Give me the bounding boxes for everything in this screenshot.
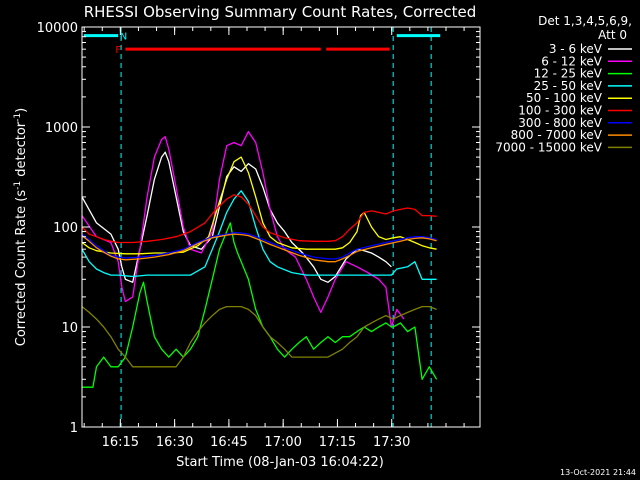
x-tick-label-3: 17:00: [264, 435, 301, 450]
legend-label-1: 6 - 12 keV: [541, 54, 603, 68]
y-axis-label-exp1: -1: [13, 181, 23, 190]
x-tick-label-1: 16:30: [156, 435, 193, 450]
plot-area: NF: [82, 27, 441, 427]
x-axis-label: Start Time (08-Jan-03 16:04:22): [176, 455, 384, 470]
legend-label-8: 7000 - 15000 keV: [495, 140, 602, 154]
y-tick-label-0: 1: [70, 421, 78, 436]
y-axis-label-mid: detector: [14, 121, 29, 181]
legend-label-6: 300 - 800 keV: [518, 116, 602, 130]
y-axis-label-end: ): [14, 108, 29, 113]
legend-header-line1: Det 1,3,4,5,6,9,: [538, 14, 632, 28]
legend-label-4: 50 - 100 keV: [526, 91, 603, 105]
series-line-3: [82, 190, 437, 280]
x-axis: 16:15 16:30 16:45 17:00 17:15 17:30: [83, 27, 465, 450]
y-axis-label: Corrected Count Rate (s-1 detector-1): [13, 108, 29, 346]
series-line-8: [82, 305, 437, 368]
series-line-4: [82, 156, 437, 255]
legend-label-3: 25 - 50 keV: [534, 79, 603, 93]
legend-label-7: 800 - 7000 keV: [511, 128, 603, 142]
series-line-2: [82, 222, 438, 388]
y-tick-label-1: 10: [61, 321, 78, 336]
chart-title: RHESSI Observing Summary Count Rates, Co…: [84, 3, 477, 21]
footer-date: 13-Oct-2021 21:44: [560, 468, 636, 477]
y-axis: 1 10 100 1000 10000: [37, 21, 480, 436]
flag-label-0: N: [120, 32, 127, 43]
series-line-6: [82, 231, 437, 260]
y-tick-label-3: 1000: [45, 121, 78, 136]
legend-label-2: 12 - 25 keV: [534, 67, 603, 81]
series-line-5: [82, 194, 437, 244]
y-axis-label-main: Corrected Count Rate (s: [14, 190, 29, 347]
flag-label-2: F: [115, 45, 121, 56]
y-tick-label-2: 100: [53, 221, 78, 236]
series-line-7: [82, 233, 437, 263]
x-tick-label-0: 16:15: [102, 435, 139, 450]
series-line-0: [82, 151, 392, 283]
x-tick-label-4: 17:15: [319, 435, 356, 450]
legend-header-line2: Att 0: [598, 28, 627, 42]
x-tick-label-5: 17:30: [373, 435, 410, 450]
legend-label-5: 100 - 300 keV: [518, 104, 602, 118]
y-axis-label-exp2: -1: [13, 113, 23, 122]
x-tick-label-2: 16:45: [210, 435, 247, 450]
y-tick-label-4: 10000: [37, 21, 78, 36]
legend-label-0: 3 - 6 keV: [549, 42, 603, 56]
